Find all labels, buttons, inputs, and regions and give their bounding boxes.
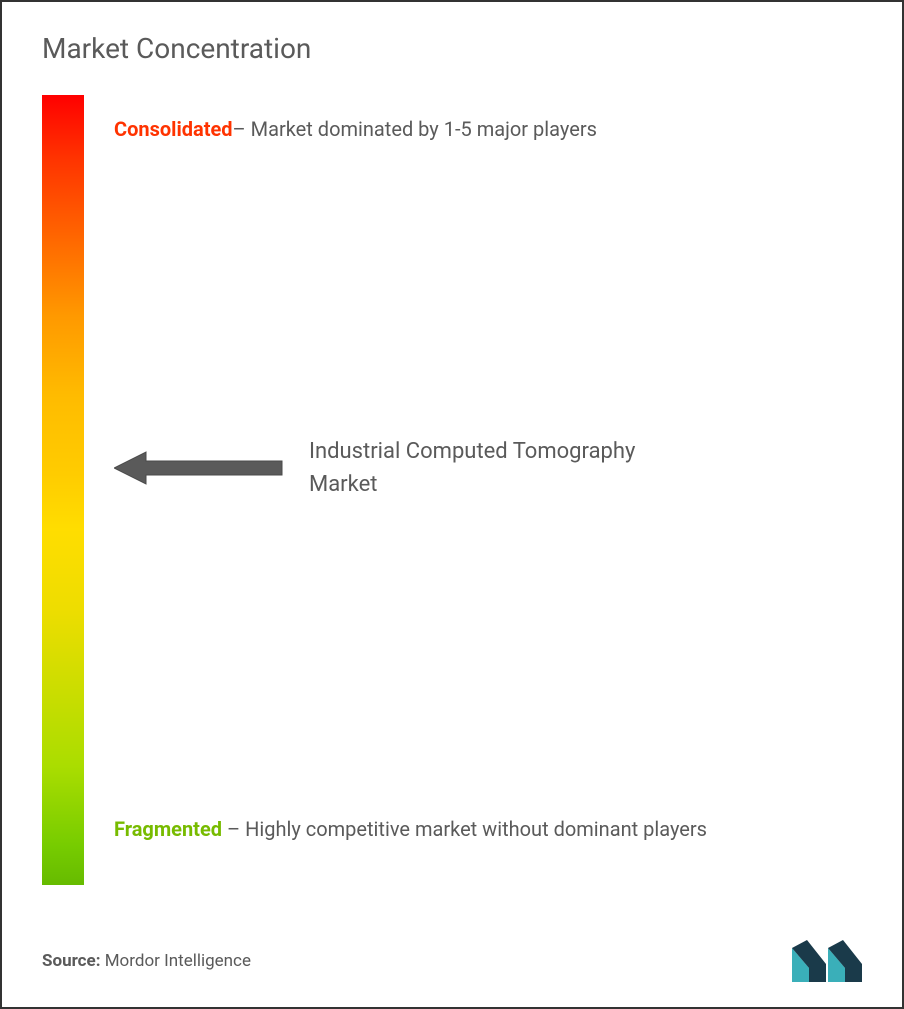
fragmented-text: – Highly competitive market without domi… — [227, 817, 707, 841]
arrow-left-icon — [114, 448, 284, 488]
fragmented-bold: Fragmented — [114, 817, 227, 841]
source-value: Mordor Intelligence — [105, 951, 251, 971]
source-attribution: Source: Mordor Intelligence — [42, 951, 251, 971]
consolidated-text: – Market dominated by 1-5 major players — [233, 117, 597, 141]
chart-title: Market Concentration — [42, 32, 862, 65]
content-area: Consolidated– Market dominated by 1-5 ma… — [42, 95, 862, 915]
footer: Source: Mordor Intelligence — [42, 940, 862, 982]
consolidated-bold: Consolidated — [114, 117, 233, 141]
source-label: Source: — [42, 951, 105, 971]
infographic-container: Market Concentration Consolidated– Marke… — [0, 0, 904, 1009]
fragmented-label: Fragmented – Highly competitive market w… — [114, 805, 822, 853]
market-name: Industrial Computed TomographyMarket — [309, 435, 635, 501]
concentration-gradient-bar — [42, 95, 84, 885]
labels-area: Consolidated– Market dominated by 1-5 ma… — [114, 95, 862, 915]
consolidated-label: Consolidated– Market dominated by 1-5 ma… — [114, 105, 822, 153]
market-pointer: Industrial Computed TomographyMarket — [114, 435, 635, 501]
mordor-logo-icon — [792, 940, 862, 982]
